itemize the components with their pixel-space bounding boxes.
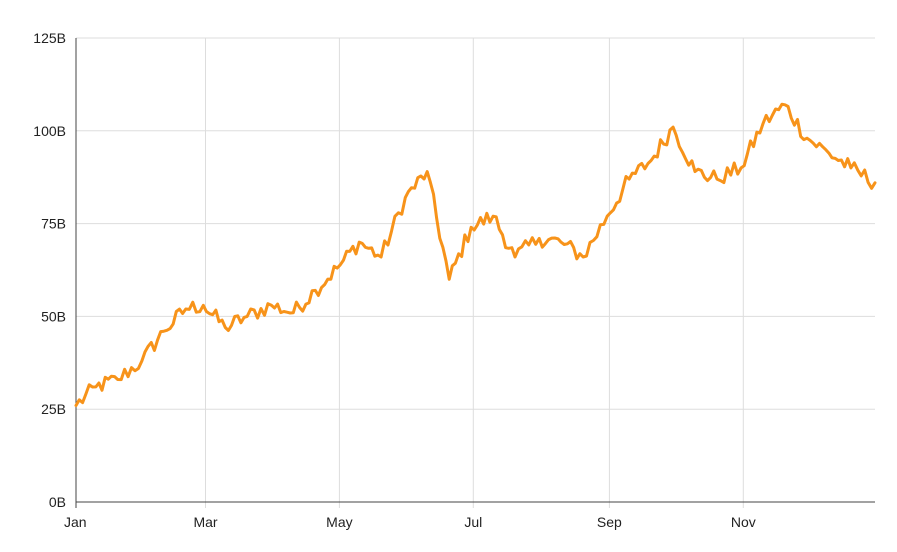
x-tick-label: May xyxy=(326,514,352,530)
x-tick-label: Jan xyxy=(64,514,87,530)
x-tick-label: Jul xyxy=(464,514,482,530)
x-tick-label: Nov xyxy=(731,514,756,530)
series-line xyxy=(74,102,877,407)
grid xyxy=(75,37,875,508)
series-layer xyxy=(74,102,877,407)
y-tick-label: 125B xyxy=(33,30,66,46)
y-tick-label: 50B xyxy=(41,308,66,324)
y-tick-label: 0B xyxy=(49,494,66,510)
x-tick-label: Sep xyxy=(597,514,622,530)
y-tick-label: 75B xyxy=(41,216,66,232)
tick-labels: 0B 25B 50B 75B 100B 125B Jan Mar May Jul Sep Nov xyxy=(33,30,755,530)
y-tick-label: 25B xyxy=(41,401,66,417)
x-tick-label: Mar xyxy=(193,514,217,530)
y-tick-label: 100B xyxy=(33,123,66,139)
